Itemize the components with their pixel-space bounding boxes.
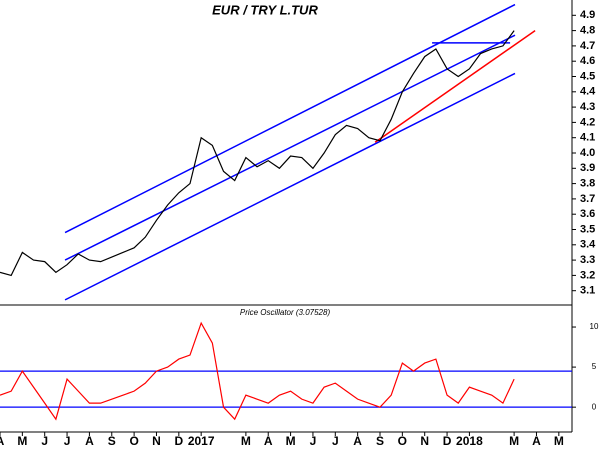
x-tick-label: O [129,434,138,448]
y-tick-label: 3.3 [580,254,595,266]
x-tick-label: A [0,434,5,448]
x-tick-label: M [509,434,519,448]
x-tick-label: J [41,434,48,448]
y-tick-label: 4.4 [580,86,596,98]
series-line [0,321,515,421]
y-tick-label: 0 [592,402,597,411]
trend-line [64,72,516,301]
y-tick-label: 4.3 [580,101,595,113]
x-tick-label: A [264,434,273,448]
x-tick-label: D [174,434,183,448]
y-tick-label: 3.1 [580,285,595,297]
x-tick-label: A [532,434,541,448]
y-tick-label: 4.5 [580,70,595,82]
x-tick-label: J [64,434,71,448]
oscillator-title: Price Oscillator (3.07528) [240,308,331,317]
x-tick-label: A [353,434,362,448]
y-tick-label: 4.1 [580,132,595,144]
y-tick-label: 3.7 [580,193,595,205]
y-tick-label: 4.9 [580,9,595,21]
y-tick-label: 10 [590,322,599,331]
y-tick-label: 4.6 [580,55,595,67]
x-tick-label: N [420,434,429,448]
y-tick-label: 3.8 [580,178,595,190]
x-tick-label: N [152,434,161,448]
y-tick-label: 3.4 [580,239,596,251]
y-tick-label: 4.8 [580,25,595,37]
x-tick-label: S [108,434,116,448]
x-tick-label: M [17,434,27,448]
y-tick-label: 3.9 [580,162,595,174]
y-tick-label: 4.7 [580,40,595,52]
y-tick-label: 3.5 [580,223,595,235]
y-tick-label: 3.2 [580,269,595,281]
x-tick-label: S [376,434,384,448]
chart-title: EUR / TRY L.TUR [212,2,318,17]
trend-line [374,29,536,143]
trend-line [64,34,516,261]
x-tick-label: J [310,434,317,448]
y-tick-label: 3.6 [580,208,595,220]
x-tick-label: M [241,434,251,448]
x-tick-label: D [443,434,452,448]
x-tick-label: M [554,434,564,448]
y-tick-label: 4.0 [580,147,595,159]
x-tick-label: A [85,434,94,448]
x-tick-label: J [332,434,339,448]
x-tick-label: 2017 [188,434,215,448]
x-tick-label: O [398,434,407,448]
y-tick-label: 5 [592,362,597,371]
series-line [0,30,515,277]
y-tick-label: 4.2 [580,116,595,128]
x-tick-label: 2018 [456,434,483,448]
x-tick-label: M [286,434,296,448]
